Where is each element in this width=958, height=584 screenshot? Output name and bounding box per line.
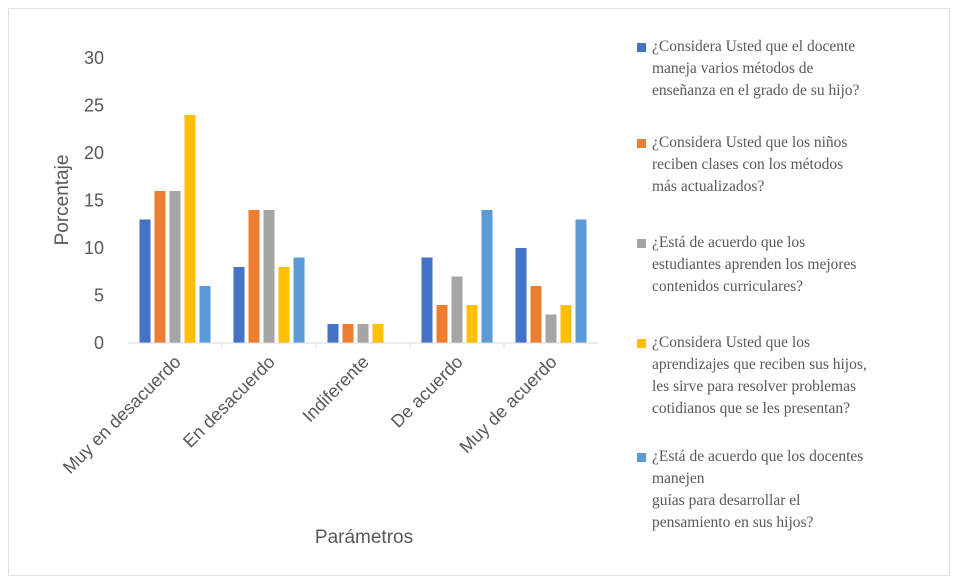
x-tick-label: Indiferente <box>299 352 373 426</box>
legend-swatch <box>637 453 646 462</box>
legend-item-4: ¿Considera Usted que los aprendizajes qu… <box>636 332 954 420</box>
bar-series-3-cat-2 <box>263 210 275 343</box>
bar-series-1-cat-4 <box>421 257 433 343</box>
bar-series-5-cat-5 <box>575 219 587 343</box>
bars-layer <box>139 115 587 343</box>
bar-series-4-cat-3 <box>372 324 384 343</box>
bar-series-5-cat-4 <box>481 210 493 343</box>
bar-series-3-cat-1 <box>169 191 181 343</box>
legend-swatch <box>637 139 646 148</box>
chart-frame <box>8 8 950 576</box>
bar-series-3-cat-3 <box>357 324 369 343</box>
x-tick-label: Muy en desacuerdo <box>59 352 185 478</box>
legend-swatch <box>637 43 646 52</box>
bar-series-2-cat-3 <box>342 324 354 343</box>
bar-series-3-cat-4 <box>451 276 463 343</box>
x-tick-label: Muy de acuerdo <box>455 352 560 457</box>
bar-series-4-cat-1 <box>184 115 196 343</box>
legend-label: ¿Está de acuerdo que los estudiantes apr… <box>652 234 857 295</box>
legend-item-5: ¿Está de acuerdo que los docentes maneje… <box>636 446 954 534</box>
legend-item-2: ¿Considera Usted que los niños reciben c… <box>636 132 954 198</box>
legend-item-3: ¿Está de acuerdo que los estudiantes apr… <box>636 232 954 298</box>
y-axis-title: Porcentaje <box>52 155 73 246</box>
legend-swatch <box>637 339 646 348</box>
bar-series-2-cat-1 <box>154 191 166 343</box>
y-tick-label: 5 <box>94 286 104 306</box>
y-tick-label: 0 <box>94 333 104 353</box>
bar-series-4-cat-2 <box>278 267 290 343</box>
bar-series-2-cat-5 <box>530 286 542 343</box>
bar-series-5-cat-1 <box>199 286 211 343</box>
bar-series-1-cat-2 <box>233 267 245 343</box>
bar-series-2-cat-2 <box>248 210 260 343</box>
legend-item-1: ¿Considera Usted que el docente maneja v… <box>636 36 954 102</box>
legend-label: ¿Está de acuerdo que los docentes maneje… <box>652 448 864 531</box>
y-axis-ticks: 0 5 10 15 20 25 30 <box>84 48 104 353</box>
bar-series-3-cat-5 <box>545 314 557 343</box>
bar-series-2-cat-4 <box>436 305 448 343</box>
bar-series-4-cat-5 <box>560 305 572 343</box>
bar-series-1-cat-5 <box>515 248 527 343</box>
bar-series-1-cat-3 <box>327 324 339 343</box>
bar-series-5-cat-2 <box>293 257 305 343</box>
bar-series-4-cat-4 <box>466 305 478 343</box>
y-tick-label: 30 <box>84 48 104 68</box>
legend-label: ¿Considera Usted que los aprendizajes qu… <box>652 334 867 417</box>
y-tick-label: 20 <box>84 143 104 163</box>
legend: ¿Considera Usted que el docente maneja v… <box>636 36 954 534</box>
bar-series-1-cat-1 <box>139 219 151 343</box>
legend-label: ¿Considera Usted que los niños reciben c… <box>652 134 848 195</box>
legend-swatch <box>637 239 646 248</box>
x-tick-label: En desacuerdo <box>179 352 279 452</box>
y-tick-label: 10 <box>84 238 104 258</box>
legend-label: ¿Considera Usted que el docente maneja v… <box>652 38 860 99</box>
y-tick-label: 25 <box>84 96 104 116</box>
x-axis-title: Parámetros <box>315 527 413 548</box>
x-tick-label: De acuerdo <box>387 352 467 432</box>
y-tick-label: 15 <box>84 191 104 211</box>
